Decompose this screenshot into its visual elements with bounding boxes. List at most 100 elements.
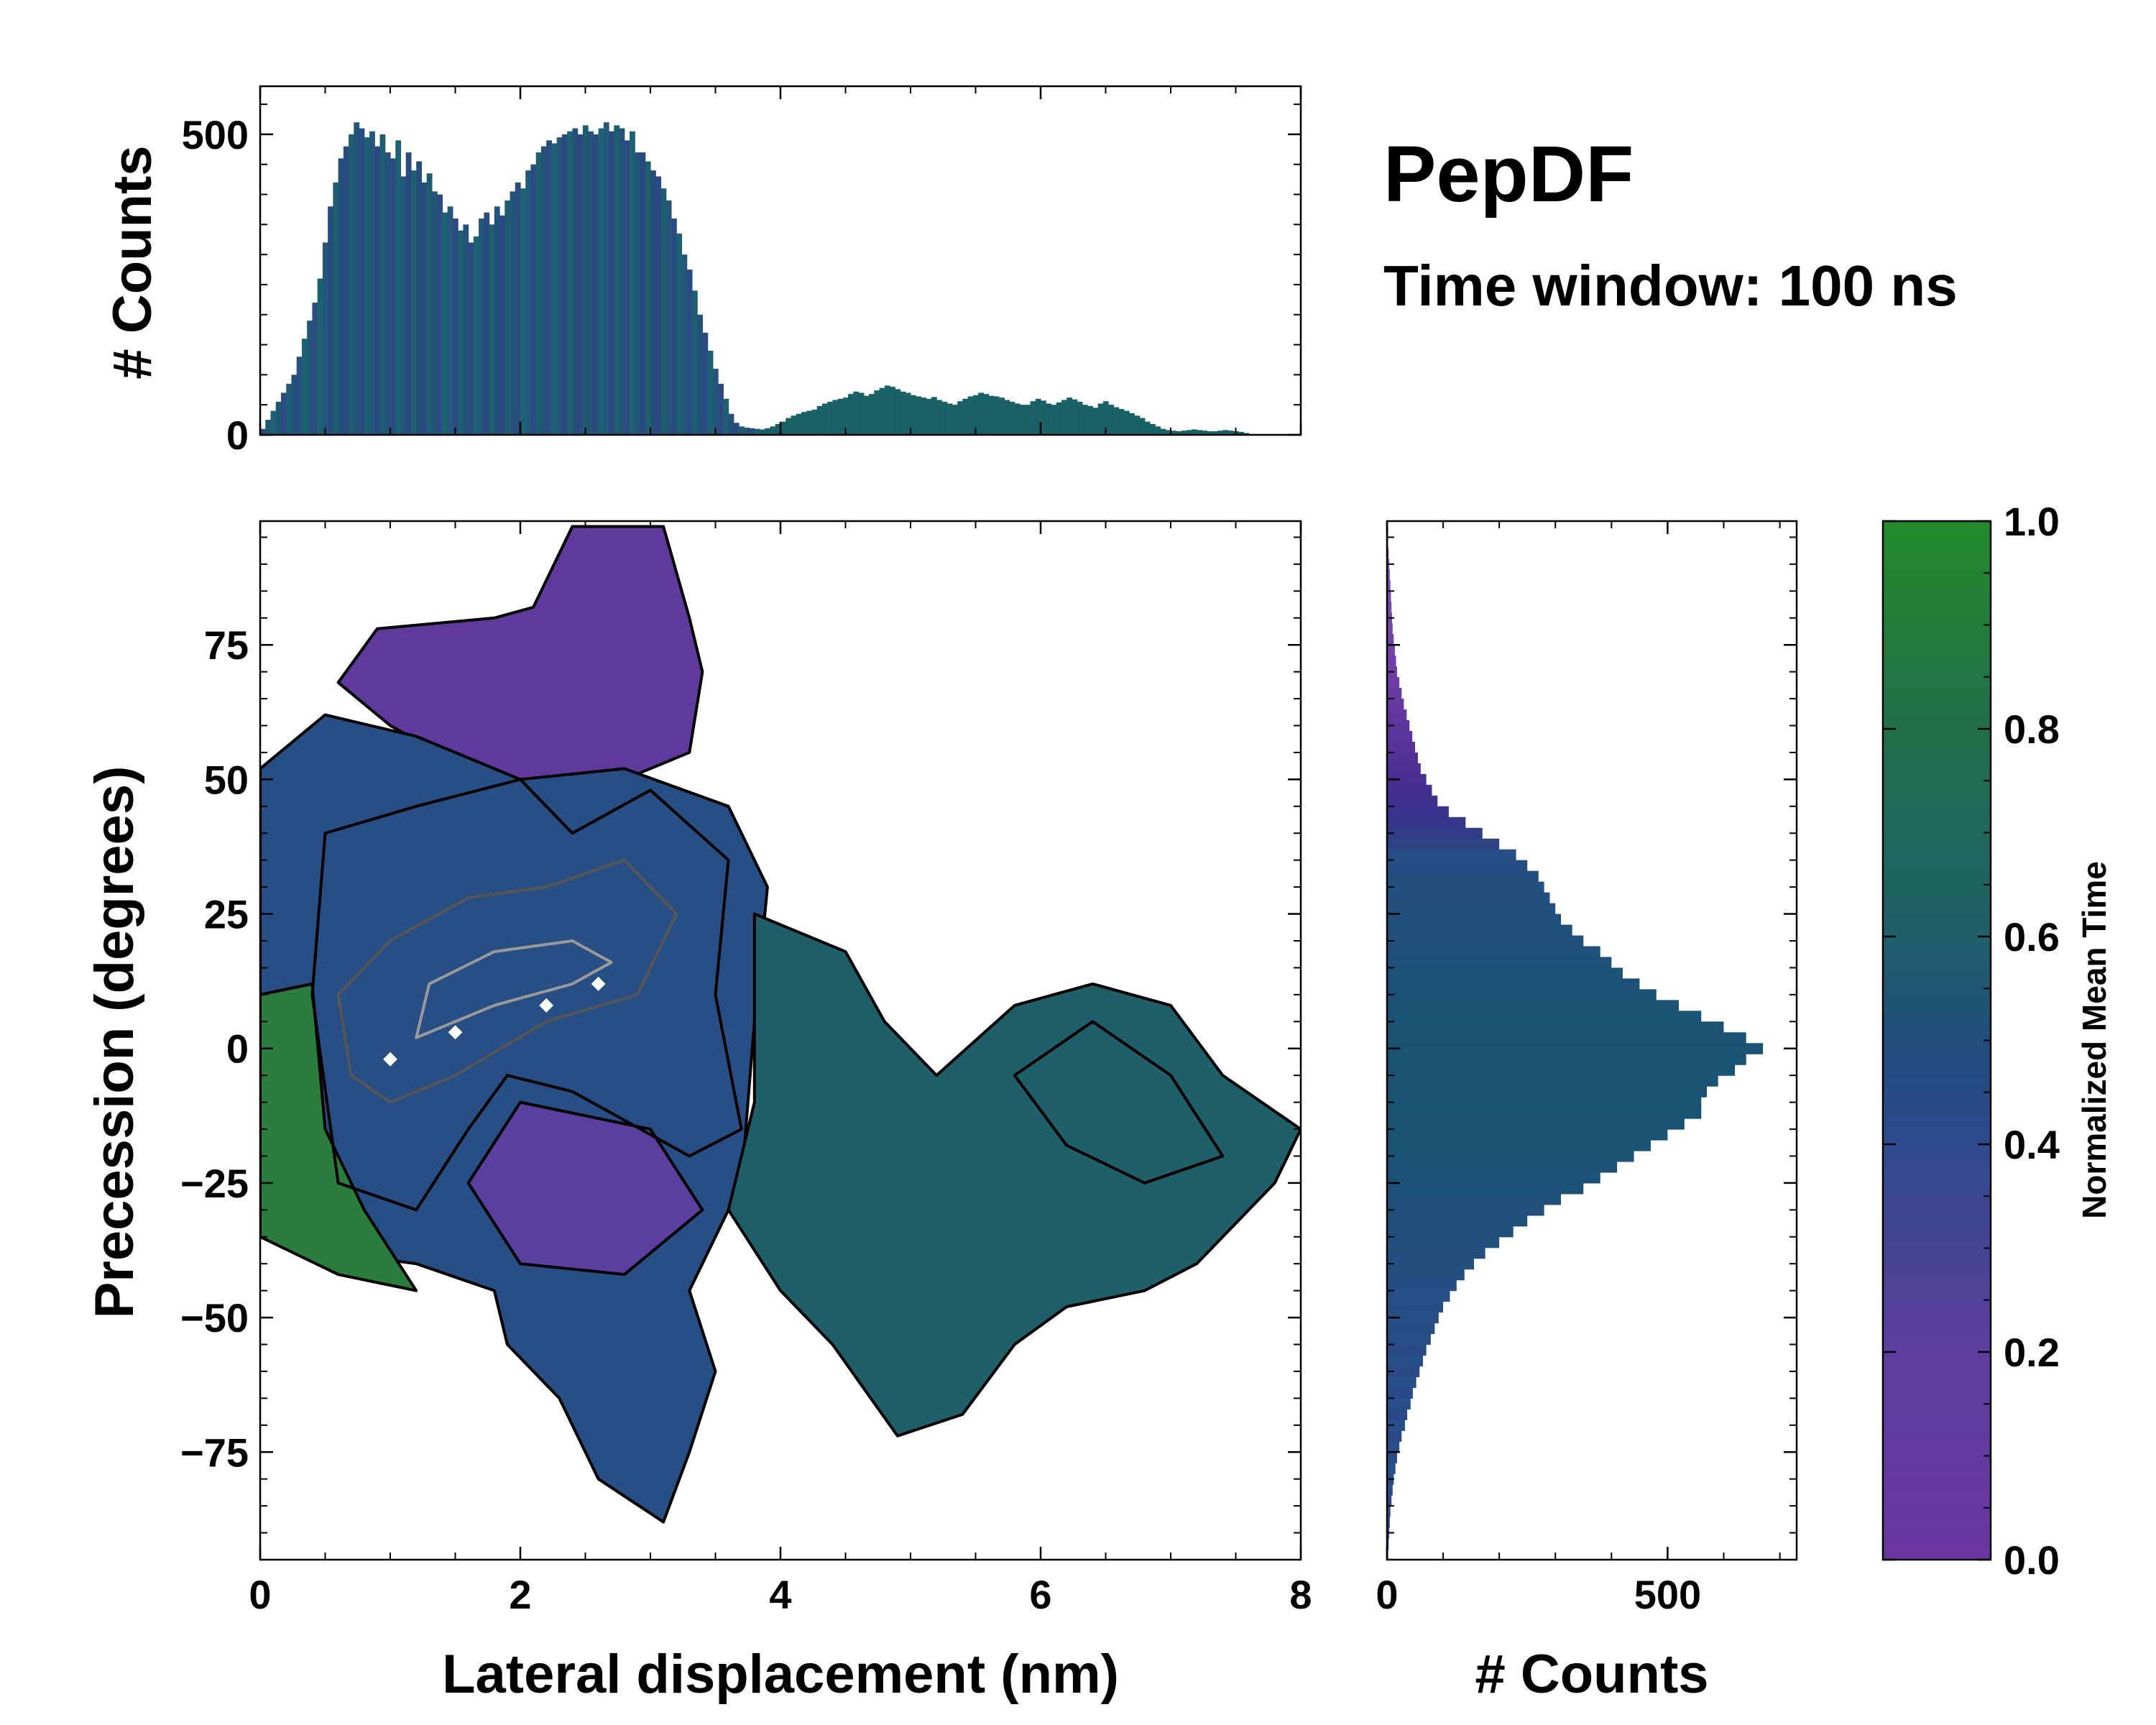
top-histogram-bar (957, 401, 963, 435)
right-histogram-bar (1387, 1075, 1718, 1087)
main-heatmap-xtick-label: 2 (509, 1572, 531, 1617)
figure-subtitle: Time window: 100 ns (1383, 254, 1958, 318)
top-histogram-bar (1035, 398, 1041, 435)
right-histogram-bar (1387, 1129, 1668, 1141)
right-histogram-bar (1387, 1236, 1500, 1248)
right-histogram-bar (1387, 1344, 1427, 1356)
top-histogram-bar (999, 397, 1005, 435)
right-histogram-bar (1387, 849, 1516, 861)
top-histogram-bar (832, 400, 839, 435)
top-histogram-bar (525, 170, 532, 435)
top-histogram-bar (515, 182, 521, 435)
top-histogram-bar (900, 391, 906, 435)
top-histogram-bar (1243, 433, 1250, 435)
right-histogram-bar (1387, 1441, 1400, 1453)
colorbar-tick-label: 0.8 (2004, 707, 2060, 752)
top-histogram-bar (468, 242, 474, 435)
right-histogram-bar (1387, 763, 1421, 775)
density-peak-marker (448, 1025, 463, 1040)
top-histogram-bar (577, 134, 584, 435)
top-histogram-bar (1087, 405, 1093, 435)
top-histogram-bar (879, 387, 885, 435)
top-histogram-bar (796, 413, 802, 435)
top-histogram-bar (1061, 400, 1067, 435)
top-histogram-bar (265, 420, 272, 435)
top-histogram-bar (322, 242, 328, 435)
top-histogram-bar (765, 428, 771, 435)
right-histogram-bar (1387, 1021, 1724, 1033)
top-histogram-bar (1108, 405, 1114, 435)
top-histogram-bar (260, 428, 266, 435)
right-histogram-bar (1387, 1366, 1420, 1378)
top-histogram-bar (1134, 415, 1141, 435)
main-heatmap-xlabel: Lateral displacement (nm) (442, 1644, 1119, 1705)
right-histogram-xtick-label: 500 (1634, 1572, 1701, 1617)
top-histogram-bar (811, 409, 818, 435)
top-histogram-bar (1082, 405, 1088, 435)
contour-outer (310, 778, 743, 1212)
top-histogram-bar (858, 392, 865, 435)
right-histogram-bar (1387, 1043, 1764, 1054)
right-histogram-bar (1387, 870, 1539, 883)
top-histogram-bar (1171, 431, 1176, 435)
top-histogram-bar (718, 383, 724, 435)
heatmap-contours (310, 778, 1225, 1212)
right-histogram-bar (1387, 1452, 1398, 1463)
top-histogram-bar (967, 396, 974, 435)
right-histogram-bar (1387, 1322, 1435, 1335)
right-histogram-bar (1387, 1463, 1396, 1474)
heatmap-regions (260, 525, 1301, 1524)
top-histogram-bars (260, 122, 1250, 435)
right-histogram-bar (1387, 1054, 1746, 1065)
top-histogram-ytick-label: 500 (182, 112, 249, 157)
top-histogram-bar (333, 182, 339, 435)
right-histogram-bar (1387, 1290, 1450, 1302)
top-histogram-bar (421, 182, 428, 435)
top-histogram-bar (619, 128, 625, 435)
main-heatmap-ytick-label: 75 (204, 622, 249, 668)
top-histogram-bar (561, 134, 568, 435)
top-histogram-bar (567, 131, 573, 435)
top-histogram-bar (1150, 423, 1156, 435)
top-histogram-bar (458, 230, 464, 435)
top-histogram-bar (624, 140, 630, 435)
colorbar-tick-label: 0.0 (2004, 1537, 2060, 1583)
top-histogram-bar (749, 428, 755, 435)
right-histogram-bar (1387, 1097, 1702, 1108)
main-heatmap-ytick-label: 50 (204, 757, 249, 802)
top-histogram-bar (572, 128, 579, 435)
top-histogram-bar (1238, 431, 1244, 435)
top-histogram-bar (452, 218, 459, 435)
top-histogram-bar (473, 236, 479, 435)
top-histogram-bar (1212, 431, 1218, 435)
top-histogram-bar (931, 397, 937, 435)
top-histogram-bar (754, 428, 760, 435)
top-histogram-bar (1191, 429, 1197, 435)
top-histogram-bar (926, 398, 932, 435)
colorbar-tick-label: 0.2 (2004, 1330, 2060, 1375)
top-histogram-bar (1207, 431, 1213, 435)
top-histogram-bar (338, 158, 344, 435)
top-histogram-bar (328, 206, 333, 435)
right-histogram-bar (1387, 795, 1438, 807)
right-histogram-bars (1387, 526, 1764, 1560)
right-histogram-bar (1387, 1140, 1651, 1151)
top-histogram-bar (296, 356, 303, 435)
main-heatmap-ylabel: Precession (degrees) (84, 766, 145, 1319)
top-histogram-bar (1030, 401, 1036, 435)
main-heatmap-axes: 0 2 4 6 8 −75 −50 −25 0 25 50 75 (180, 521, 1312, 1617)
right-histogram-bar (1387, 1301, 1444, 1313)
right-histogram-bar (1387, 623, 1393, 635)
right-histogram-bar (1387, 1000, 1680, 1011)
top-histogram-bar (697, 314, 703, 435)
right-histogram-bar (1387, 784, 1432, 796)
top-histogram-bar (645, 161, 651, 435)
top-histogram-bar (827, 402, 833, 435)
top-histogram-bar (916, 396, 922, 435)
top-histogram-bar (686, 270, 693, 435)
top-histogram-bar (1222, 430, 1229, 435)
top-histogram-bar (681, 254, 688, 435)
top-histogram-bar (676, 233, 683, 435)
top-histogram-bar (853, 391, 860, 435)
right-histogram-bar (1387, 688, 1402, 699)
